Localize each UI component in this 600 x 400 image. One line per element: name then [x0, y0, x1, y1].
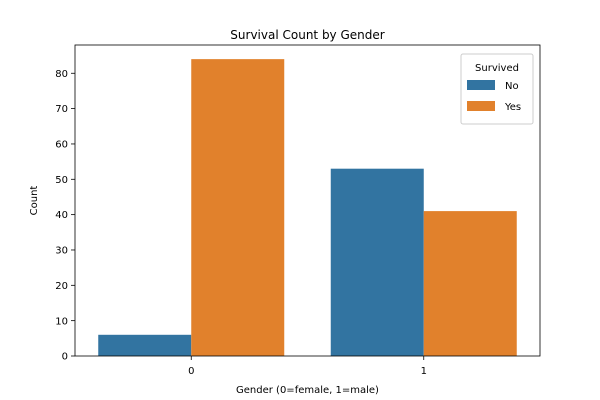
- x-tick-label: 1: [421, 366, 427, 377]
- y-tick-label: 60: [55, 140, 68, 151]
- legend-label-yes: Yes: [504, 102, 521, 113]
- y-tick-label: 80: [55, 69, 68, 80]
- x-tick-label: 0: [188, 366, 194, 377]
- y-tick-label: 40: [55, 210, 68, 221]
- bars-group: [98, 59, 517, 357]
- y-tick-label: 10: [55, 316, 68, 327]
- y-axis-ticks: 0 10 20 30 40 50 60 70 80: [55, 69, 75, 363]
- bar-yes-gender-0: [191, 59, 285, 357]
- legend-swatch-yes: [467, 101, 495, 111]
- bar-no-gender-1: [330, 168, 424, 356]
- y-axis-label: Count: [29, 186, 40, 216]
- legend-label-no: No: [505, 81, 519, 92]
- legend: Survived No Yes: [460, 53, 534, 125]
- legend-title: Survived: [475, 63, 519, 74]
- legend-swatch-no: [467, 80, 495, 90]
- y-tick-label: 30: [55, 246, 68, 257]
- y-tick-label: 0: [62, 352, 68, 363]
- plot-frame: [74, 44, 541, 357]
- x-axis-label: Gender (0=female, 1=male): [236, 385, 379, 396]
- bar-no-gender-0: [98, 334, 192, 356]
- y-tick-label: 20: [55, 281, 68, 292]
- y-tick-label: 50: [55, 175, 68, 186]
- y-tick-label: 70: [55, 104, 68, 115]
- bar-yes-gender-1: [423, 211, 517, 356]
- chart-title: Survival Count by Gender: [230, 28, 384, 42]
